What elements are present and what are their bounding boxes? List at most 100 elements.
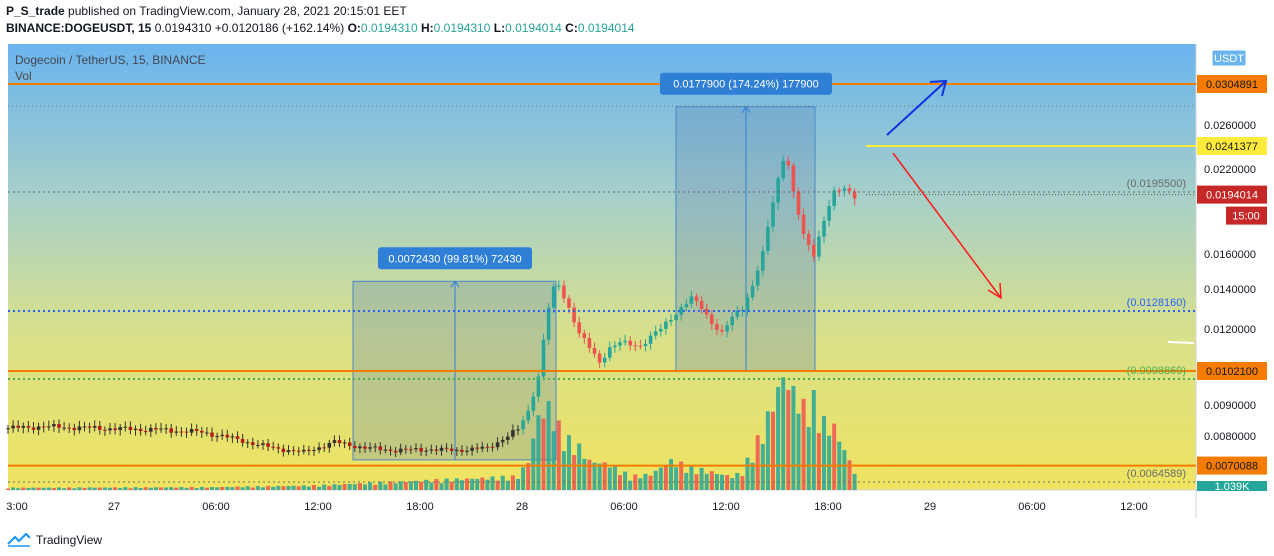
- volume-bar: [97, 487, 102, 490]
- volume-bar: [342, 484, 347, 490]
- volume-bar: [572, 455, 577, 490]
- candle-body: [72, 427, 77, 431]
- candle-body: [164, 428, 168, 430]
- volume-bar: [332, 484, 337, 490]
- candle-body: [26, 425, 31, 428]
- legend-vol[interactable]: Vol: [15, 69, 32, 83]
- candle-body: [113, 428, 117, 431]
- candle-body: [261, 443, 265, 445]
- dotted-level-label: (0.0195500): [1127, 178, 1186, 190]
- volume-bar: [215, 487, 220, 490]
- candle-body: [77, 426, 82, 431]
- candle-body: [57, 424, 61, 428]
- volume-bar: [261, 487, 265, 490]
- x-tick-label: 18:00: [814, 501, 842, 513]
- blue-arrowhead: [929, 79, 948, 97]
- y-tick-label: 0.0140000: [1204, 284, 1256, 296]
- candle-body: [460, 449, 464, 452]
- volume-bar: [286, 486, 291, 490]
- candle-body: [536, 376, 541, 397]
- volume-bar: [189, 486, 194, 490]
- x-tick-label: 06:00: [1018, 501, 1046, 513]
- volume-bar: [801, 398, 806, 490]
- candle-body: [52, 424, 56, 427]
- candle-body: [582, 333, 587, 339]
- candle-body: [398, 448, 403, 453]
- candle-body: [557, 285, 561, 287]
- volume-bar: [347, 484, 352, 490]
- volume-bar: [628, 480, 633, 490]
- price-chart[interactable]: 0.0072430 (99.81%) 72430 0.0177900 (174.2…: [0, 44, 1274, 521]
- red-arrowhead: [987, 282, 1002, 300]
- candle-body: [332, 440, 337, 443]
- volume-bar: [760, 444, 765, 490]
- candle-body: [47, 426, 51, 428]
- volume-bar: [633, 474, 638, 490]
- volume-bar: [643, 473, 648, 490]
- candle-body: [567, 298, 571, 308]
- volume-bar: [587, 459, 592, 490]
- candle-body: [628, 340, 632, 346]
- volume-bar: [561, 451, 566, 490]
- author-name[interactable]: P_S_trade: [6, 4, 65, 18]
- tradingview-logo-icon: [7, 533, 31, 547]
- volume-bar: [113, 487, 118, 490]
- volume-bar: [306, 486, 311, 490]
- volume-bar: [46, 487, 51, 490]
- candle-body: [174, 431, 179, 433]
- volume-bar: [143, 487, 148, 490]
- candle-body: [138, 428, 143, 432]
- footer-brand[interactable]: TradingView: [36, 533, 103, 547]
- candle-body: [307, 449, 311, 452]
- candle-body: [786, 160, 791, 166]
- candle-body: [587, 338, 592, 348]
- volume-bar: [638, 478, 643, 490]
- volume-bar: [169, 487, 174, 490]
- volume-label-box: [1197, 481, 1267, 491]
- volume-bar: [658, 467, 663, 490]
- volume-bar: [373, 484, 378, 490]
- candle-body: [852, 191, 857, 199]
- currency-label: USDT: [1214, 53, 1244, 65]
- volume-bar: [281, 486, 286, 490]
- candle-body: [194, 429, 199, 431]
- volume-bar: [485, 479, 490, 490]
- candle-body: [664, 321, 668, 329]
- candle-body: [455, 449, 459, 451]
- volume-bar: [439, 483, 444, 490]
- x-tick-label: 28: [516, 501, 528, 513]
- candle-body: [659, 328, 663, 332]
- candle-body: [613, 345, 617, 348]
- volume-bar: [454, 478, 459, 490]
- candle-body: [546, 307, 551, 340]
- volume-bar: [159, 487, 163, 490]
- candle-body: [184, 431, 189, 433]
- candle-body: [266, 443, 270, 447]
- y-tick-label: 0.0220000: [1204, 164, 1256, 176]
- volume-bar: [674, 467, 679, 490]
- volume-bar: [57, 487, 61, 490]
- volume-bar: [41, 487, 46, 490]
- volume-bar: [230, 487, 235, 490]
- volume-bar: [449, 481, 454, 490]
- candle-body: [608, 347, 612, 358]
- candle-body: [745, 297, 750, 311]
- volume-bar: [266, 485, 271, 490]
- volume-bar: [796, 413, 801, 490]
- candle-body: [699, 300, 704, 309]
- volume-bar: [123, 487, 128, 490]
- volume-bar: [337, 484, 342, 490]
- legend-title[interactable]: Dogecoin / TetherUS, 15, BINANCE: [15, 53, 206, 67]
- volume-bar: [510, 475, 515, 490]
- volume-bar: [745, 457, 750, 490]
- volume-bar: [592, 462, 597, 490]
- volume-bar: [684, 472, 689, 490]
- candle-body: [449, 448, 454, 451]
- volume-bar: [582, 458, 587, 490]
- candle-body: [200, 430, 204, 433]
- volume-bar: [765, 411, 770, 490]
- candle-body: [358, 446, 362, 449]
- candle-body: [215, 436, 219, 438]
- candle-body: [597, 353, 602, 363]
- candle-body: [572, 307, 576, 323]
